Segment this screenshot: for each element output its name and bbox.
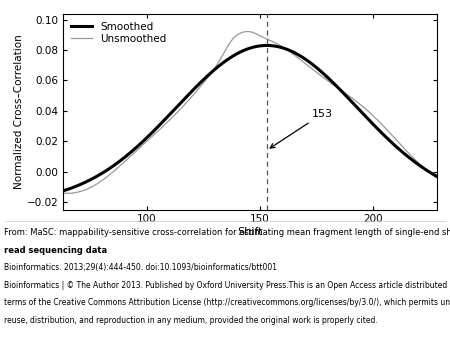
Unsmoothed [60,191,66,195]
Smoothed [83,180,89,184]
Unsmoothed [63,191,69,195]
Line: Unsmoothed: Unsmoothed [63,31,436,193]
Text: 153: 153 [270,109,333,148]
Smoothed [278,45,283,49]
Unsmoothed [84,187,89,191]
Text: read sequencing data: read sequencing data [4,246,108,255]
Text: From: MaSC: mappability-sensitive cross-correlation for estimating mean fragment: From: MaSC: mappability-sensitive cross-… [4,228,450,237]
Smoothed [288,49,293,53]
X-axis label: Shift: Shift [237,227,262,237]
Smoothed [60,189,66,193]
Unsmoothed [383,126,388,130]
Unsmoothed [299,59,305,63]
Unsmoothed [345,93,350,97]
Smoothed [382,134,388,138]
Unsmoothed [278,44,284,48]
Smoothed [264,43,270,47]
Unsmoothed [434,175,439,179]
Smoothed [344,95,350,99]
Smoothed [299,54,304,58]
Legend: Smoothed, Unsmoothed: Smoothed, Unsmoothed [68,19,170,47]
Smoothed [434,174,439,178]
Text: terms of the Creative Commons Attribution License (http://creativecommons.org/li: terms of the Creative Commons Attributio… [4,298,450,308]
Unsmoothed [288,50,293,54]
Text: Bioinformatics | © The Author 2013. Published by Oxford University Press.This is: Bioinformatics | © The Author 2013. Publ… [4,281,450,290]
Text: Bioinformatics. 2013;29(4):444-450. doi:10.1093/bioinformatics/btt001: Bioinformatics. 2013;29(4):444-450. doi:… [4,263,278,272]
Y-axis label: Normalized Cross–Correlation: Normalized Cross–Correlation [14,34,23,189]
Text: reuse, distribution, and reproduction in any medium, provided the original work : reuse, distribution, and reproduction in… [4,316,378,325]
Unsmoothed [245,29,251,33]
Line: Smoothed: Smoothed [63,45,436,191]
